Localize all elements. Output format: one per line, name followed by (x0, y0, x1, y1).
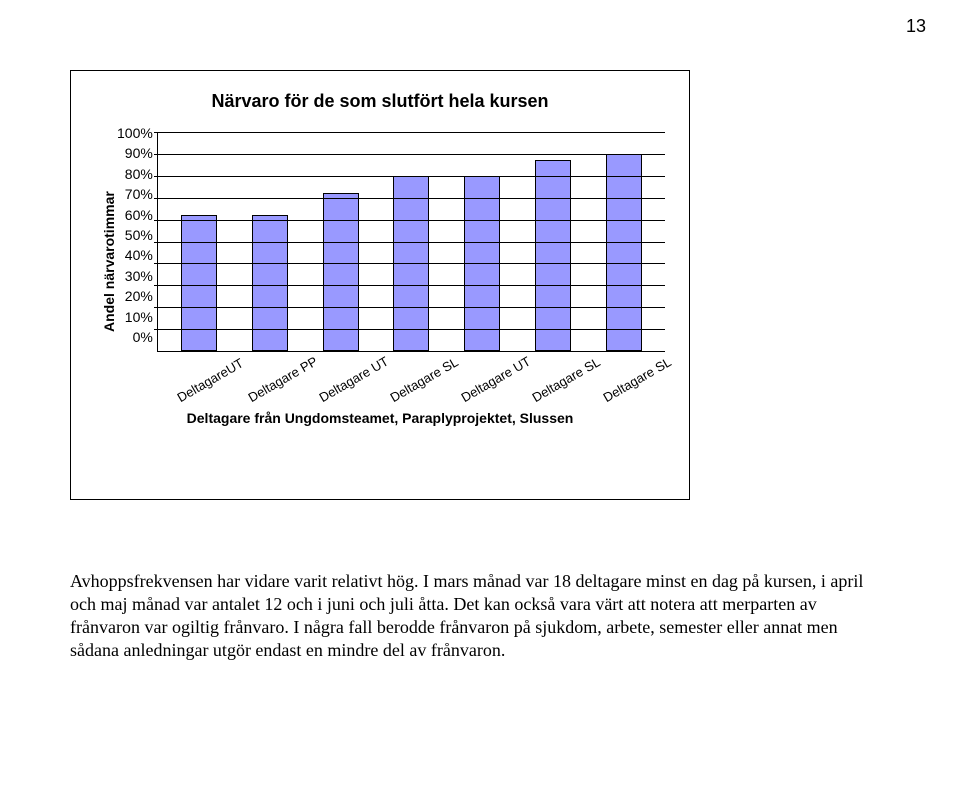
y-tick-label: 40% (125, 247, 153, 263)
chart-bar (181, 215, 217, 351)
y-tick-mark (154, 285, 158, 286)
y-tick-label: 50% (125, 227, 153, 243)
y-tick-label: 80% (125, 166, 153, 182)
y-tick-mark (154, 176, 158, 177)
grid-line (158, 154, 665, 155)
y-tick-mark (154, 132, 158, 133)
plot-area (157, 132, 665, 352)
y-tick-mark (154, 198, 158, 199)
chart-bar (252, 215, 288, 351)
y-tick-label: 100% (117, 125, 153, 141)
y-axis-title: Andel närvarotimmar (95, 132, 117, 392)
chart-bar (535, 160, 571, 351)
body-paragraph: Avhoppsfrekvensen har vidare varit relat… (70, 570, 890, 662)
x-tick-label: Deltagare UT (458, 374, 519, 444)
x-tick-label: Deltagare PP (246, 374, 307, 444)
y-tick-label: 60% (125, 207, 153, 223)
grid-line (158, 132, 665, 133)
grid-line (158, 329, 665, 330)
y-tick-label: 30% (125, 268, 153, 284)
y-tick-label: 20% (125, 288, 153, 304)
x-tick-label: Deltagare SL (387, 374, 448, 444)
chart-bar (323, 193, 359, 351)
grid-line (158, 285, 665, 286)
chart-title: Närvaro för de som slutfört hela kursen (95, 91, 665, 112)
y-tick-mark (154, 220, 158, 221)
chart-body: Andel närvarotimmar 100%90%80%70%60%50%4… (95, 132, 665, 392)
grid-line (158, 307, 665, 308)
y-tick-mark (154, 242, 158, 243)
x-tick-label: Deltagare SL (600, 374, 661, 444)
chart-bar (606, 154, 642, 351)
y-tick-label: 70% (125, 186, 153, 202)
chart-frame: Närvaro för de som slutfört hela kursen … (70, 70, 690, 500)
y-tick-label: 0% (133, 329, 153, 345)
y-tick-label: 90% (125, 145, 153, 161)
plot-wrap: DeltagareUTDeltagare PPDeltagare UTDelta… (157, 132, 665, 392)
y-tick-mark (154, 329, 158, 330)
grid-line (158, 242, 665, 243)
y-tick-mark (154, 307, 158, 308)
grid-line (158, 198, 665, 199)
x-axis-labels: DeltagareUTDeltagare PPDeltagare UTDelta… (157, 352, 665, 412)
y-tick-label: 10% (125, 309, 153, 325)
x-tick-label: DeltagareUT (175, 374, 236, 444)
y-axis-labels: 100% 90% 80% 70% 60% 50% 40% 30% 20% 10% 0% (117, 125, 157, 345)
grid-line (158, 176, 665, 177)
page-number: 13 (906, 16, 926, 37)
grid-line (158, 263, 665, 264)
y-tick-mark (154, 154, 158, 155)
x-tick-label: Deltagare SL (529, 374, 590, 444)
x-tick-label: Deltagare UT (317, 374, 378, 444)
y-tick-mark (154, 263, 158, 264)
grid-line (158, 220, 665, 221)
